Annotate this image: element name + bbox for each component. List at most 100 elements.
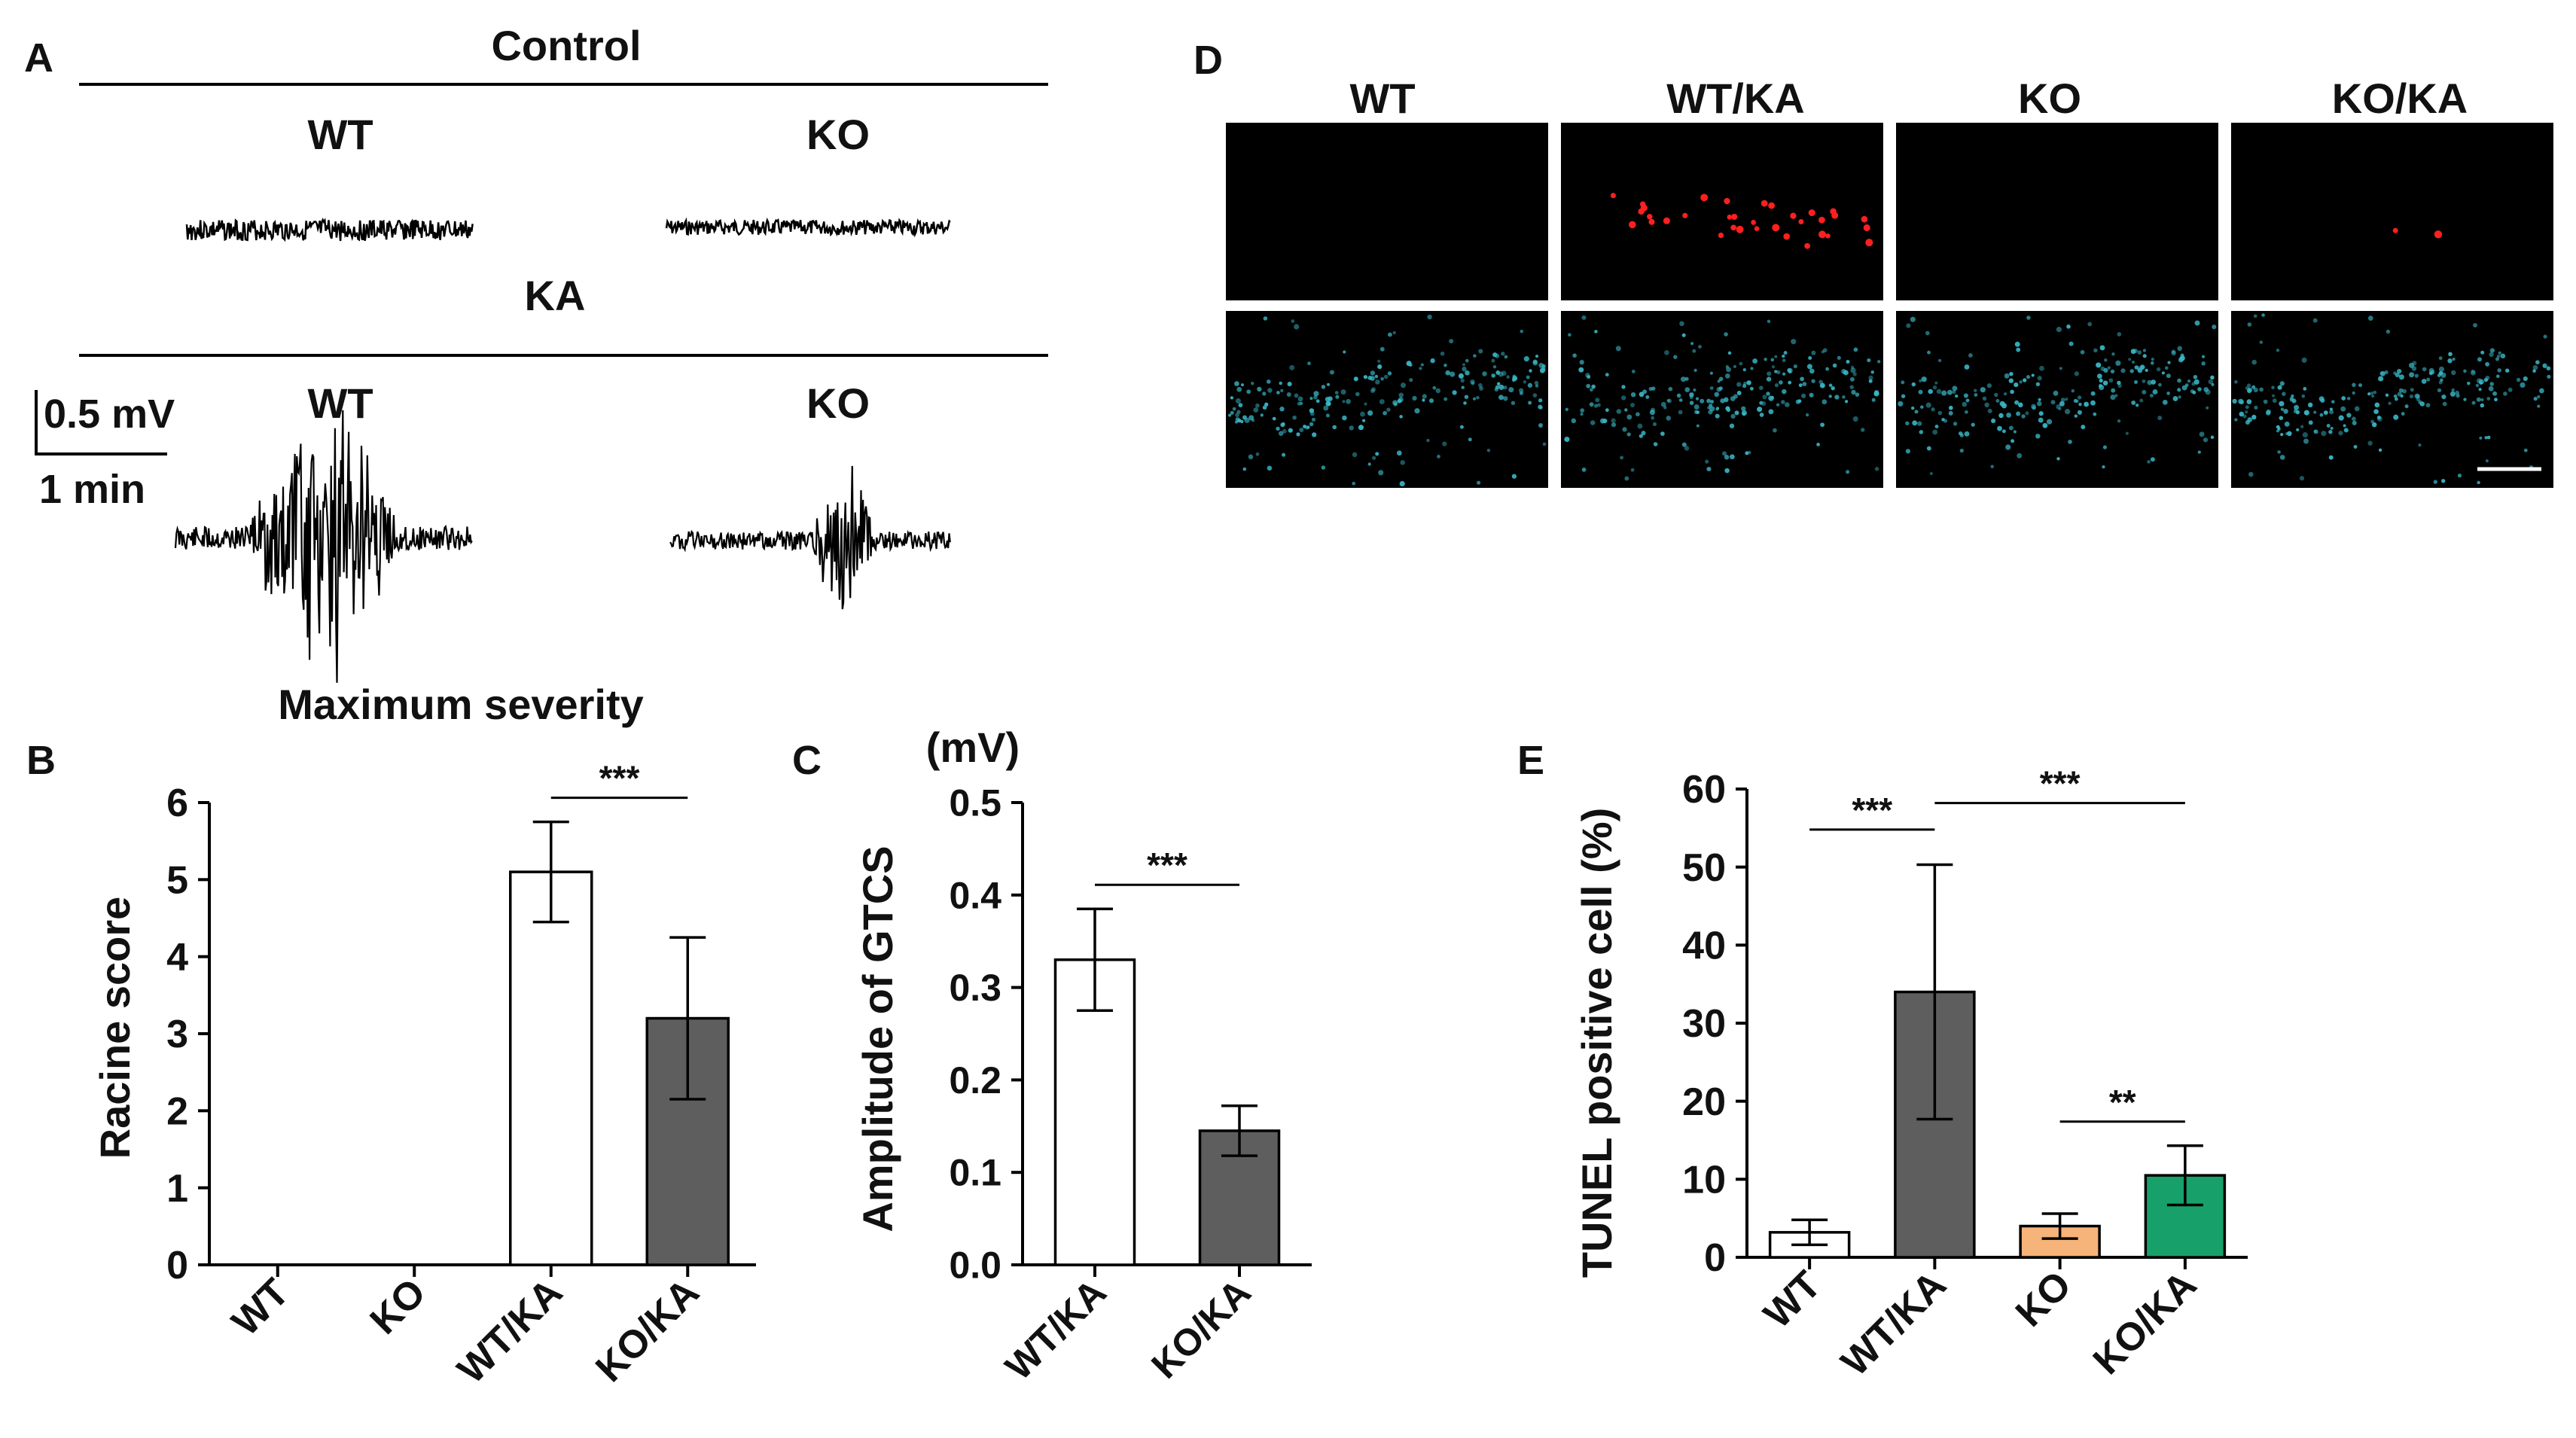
dapi-nucleus bbox=[1292, 415, 1297, 420]
dapi-nucleus bbox=[1586, 383, 1591, 388]
dapi-nucleus bbox=[1594, 330, 1598, 334]
dapi-nucleus bbox=[1297, 396, 1303, 402]
dapi-nucleus bbox=[1931, 407, 1935, 412]
dapi-nucleus bbox=[1462, 366, 1467, 372]
dapi-nucleus bbox=[1928, 388, 1933, 395]
dapi-nucleus bbox=[2117, 383, 2122, 388]
dapi-nucleus bbox=[2120, 368, 2126, 373]
dapi-nucleus bbox=[2018, 402, 2023, 408]
dapi-nucleus bbox=[2014, 382, 2019, 388]
dapi-nucleus bbox=[2111, 352, 2115, 356]
dapi-nucleus bbox=[1397, 398, 1402, 404]
dapi-nucleus bbox=[1715, 407, 1720, 410]
dapi-nucleus bbox=[1409, 378, 1413, 382]
dapi-nucleus bbox=[1750, 367, 1754, 370]
dapi-nucleus bbox=[1630, 391, 1636, 398]
control-heading: Control bbox=[491, 22, 641, 69]
dapi-nucleus bbox=[1234, 381, 1239, 386]
dapi-nucleus bbox=[2115, 360, 2121, 366]
dapi-nucleus bbox=[1774, 383, 1779, 388]
dapi-nucleus bbox=[1800, 376, 1804, 382]
dapi-nucleus bbox=[2259, 387, 2264, 392]
dapi-nucleus bbox=[1580, 408, 1585, 413]
dapi-nucleus bbox=[1793, 364, 1797, 369]
dapi-nucleus bbox=[1377, 359, 1381, 363]
dapi-nucleus bbox=[2259, 340, 2264, 344]
dapi-nucleus bbox=[1776, 403, 1780, 407]
dapi-nucleus bbox=[1971, 422, 1975, 427]
dapi-nucleus bbox=[2467, 381, 2471, 385]
dapi-nucleus bbox=[1511, 401, 1516, 406]
dapi-nucleus bbox=[1965, 398, 1970, 403]
dapi-nucleus bbox=[2211, 382, 2215, 386]
dapi-nucleus bbox=[1834, 395, 1840, 400]
dapi-nucleus bbox=[1666, 398, 1670, 403]
dapi-nucleus bbox=[2194, 320, 2200, 326]
dapi-nucleus bbox=[1571, 418, 1577, 424]
dapi-nucleus bbox=[1427, 314, 1432, 320]
dapi-nucleus bbox=[2134, 380, 2138, 384]
dapi-nucleus bbox=[1519, 388, 1524, 393]
dapi-nucleus bbox=[1851, 389, 1856, 395]
dapi-nucleus bbox=[1506, 375, 1511, 379]
dapi-nucleus bbox=[2341, 396, 2346, 401]
dapi-nucleus bbox=[2077, 395, 2082, 400]
dapi-nucleus bbox=[1809, 368, 1815, 374]
dapi-nucleus bbox=[2108, 378, 2114, 383]
dapi-nucleus bbox=[2162, 399, 2168, 405]
chart-c-y-tick-label: 0.5 bbox=[949, 782, 1001, 824]
dapi-nucleus bbox=[2199, 431, 2205, 437]
dapi-nucleus bbox=[2503, 391, 2507, 396]
dapi-nucleus bbox=[2201, 361, 2206, 366]
dapi-nucleus bbox=[1809, 392, 1814, 398]
chart-e-ylabel: TUNEL positive cell (%) bbox=[1573, 808, 1620, 1278]
dapi-nucleus bbox=[2321, 431, 2327, 437]
dapi-nucleus bbox=[1645, 395, 1650, 399]
dapi-nucleus bbox=[1593, 404, 1598, 408]
dapi-nucleus bbox=[1739, 361, 1743, 366]
dapi-nucleus bbox=[2208, 379, 2214, 385]
tunel-positive-dot bbox=[1818, 230, 1826, 239]
dapi-nucleus bbox=[2338, 431, 2343, 436]
dapi-nucleus bbox=[1309, 397, 1313, 401]
dapi-nucleus bbox=[2438, 366, 2445, 372]
dapi-nucleus bbox=[1925, 402, 1931, 408]
dapi-nucleus bbox=[2496, 354, 2501, 358]
dapi-nucleus bbox=[1918, 389, 1923, 395]
dapi-nucleus bbox=[2542, 363, 2547, 368]
chart-b-y-tick-label: 6 bbox=[166, 781, 188, 825]
dapi-nucleus bbox=[2014, 400, 2020, 405]
dapi-nucleus bbox=[2395, 397, 2398, 401]
dapi-nucleus bbox=[1684, 446, 1690, 451]
dapi-nucleus bbox=[2535, 360, 2540, 365]
dapi-nucleus bbox=[1387, 371, 1392, 376]
dapi-nucleus bbox=[1758, 385, 1764, 391]
dapi-nucleus bbox=[1771, 365, 1776, 369]
dapi-nucleus bbox=[1400, 382, 1407, 388]
dapi-nucleus bbox=[2494, 398, 2498, 402]
dapi-nucleus bbox=[1954, 394, 1959, 398]
tunel-positive-dot bbox=[1663, 217, 1670, 224]
chart-b-x-tick-label: WT/KA bbox=[450, 1270, 572, 1392]
dapi-nucleus bbox=[1291, 319, 1295, 323]
dapi-nucleus bbox=[1232, 407, 1236, 411]
dapi-nucleus bbox=[1980, 387, 1986, 393]
dapi-nucleus bbox=[2397, 368, 2402, 374]
dapi-nucleus bbox=[1602, 418, 1608, 424]
dapi-nucleus bbox=[1630, 468, 1635, 472]
dapi-nucleus bbox=[1714, 391, 1720, 398]
dapi-nucleus bbox=[2410, 388, 2414, 392]
dapi-nucleus bbox=[1934, 381, 1938, 385]
dapi-nucleus bbox=[1428, 398, 1434, 404]
dapi-nucleus bbox=[2197, 450, 2201, 454]
dapi-nucleus bbox=[1443, 363, 1447, 367]
dapi-nucleus bbox=[1340, 389, 1346, 395]
dapi-nucleus bbox=[1430, 358, 1435, 364]
dapi-nucleus bbox=[2078, 402, 2082, 407]
panel-d-label: D bbox=[1193, 38, 1223, 83]
dapi-nucleus bbox=[1309, 422, 1314, 427]
dapi-nucleus bbox=[2081, 425, 2086, 430]
dapi-nucleus bbox=[1901, 394, 1906, 398]
panel-d-col-wt: WT bbox=[1349, 75, 1415, 122]
tunel-positive-dot bbox=[1808, 209, 1815, 217]
